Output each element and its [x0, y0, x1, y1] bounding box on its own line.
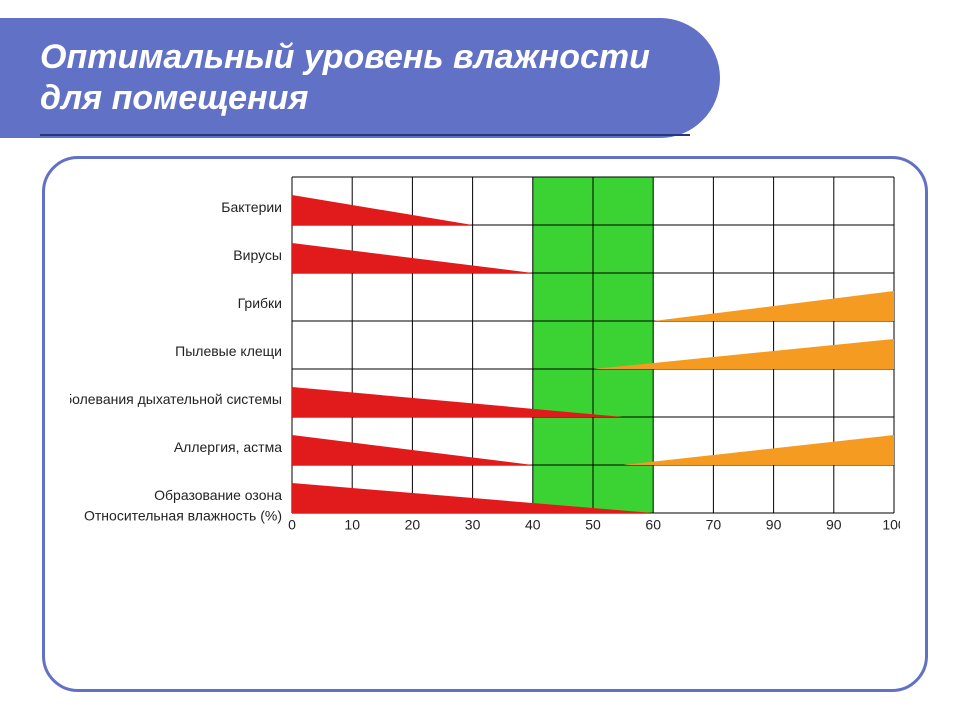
x-axis-title: Относительная влажность (%): [84, 508, 282, 524]
x-tick-label: 20: [405, 516, 421, 532]
row-label: Образование озона: [154, 487, 282, 503]
x-tick-label: 70: [706, 516, 722, 532]
x-tick-label: 100: [882, 516, 900, 532]
row-label: Вирусы: [233, 247, 282, 263]
x-tick-label: 30: [465, 516, 481, 532]
x-tick-label: 60: [645, 516, 661, 532]
row-label: Грибки: [238, 295, 282, 311]
page-title: Оптимальный уровень влажности для помеще…: [40, 37, 672, 119]
x-tick-label: 10: [344, 516, 360, 532]
x-tick-label: 0: [288, 516, 296, 532]
title-underline: [40, 134, 690, 136]
x-tick-label: 50: [585, 516, 601, 532]
x-tick-label: 90: [766, 516, 782, 532]
x-tick-label: 90: [826, 516, 842, 532]
x-tick-label: 40: [525, 516, 541, 532]
row-label: Заболевания дыхательной системы: [70, 391, 282, 407]
row-label: Аллергия, астма: [174, 439, 282, 455]
wedge-right: [623, 435, 894, 465]
humidity-chart: Бактерии Вирусы Грибки Пылевые клещи Заболев…: [70, 175, 900, 595]
wedge-left: [292, 195, 473, 225]
title-band: Оптимальный уровень влажности для помеще…: [0, 18, 720, 138]
row-label: Пылевые клещи: [175, 343, 282, 359]
chart-svg: Бактерии Вирусы Грибки Пылевые клещи Заболев…: [70, 175, 900, 541]
row-label: Бактерии: [221, 199, 282, 215]
